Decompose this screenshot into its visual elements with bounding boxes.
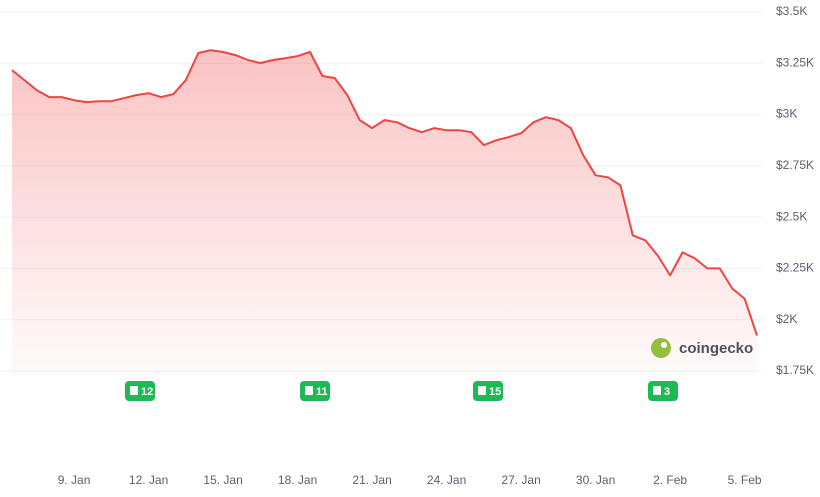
y-tick-label: $3.25K	[776, 55, 814, 69]
x-tick-label: 24. Jan	[427, 473, 466, 487]
y-tick-label: $1.75K	[776, 363, 814, 377]
x-tick-label: 12. Jan	[129, 473, 168, 487]
badge-count: 12	[141, 386, 153, 398]
x-tick-label: 30. Jan	[576, 473, 615, 487]
x-tick-label: 18. Jan	[278, 473, 317, 487]
news-badge: 12	[125, 381, 155, 401]
x-tick-label: 2. Feb	[653, 473, 687, 487]
x-tick-label: 9. Jan	[58, 473, 91, 487]
x-tick-label: 5. Feb	[728, 473, 762, 487]
news-badge: 15	[473, 381, 503, 401]
x-tick-label: 15. Jan	[203, 473, 242, 487]
y-tick-label: $2.5K	[776, 209, 807, 223]
badge-icon	[478, 386, 486, 395]
y-tick-label: $2.75K	[776, 158, 814, 172]
badge-icon	[305, 386, 313, 395]
price-line	[11, 49, 758, 336]
news-badge: 3	[648, 381, 678, 401]
badge-icon	[130, 386, 138, 395]
badge-count: 3	[664, 386, 670, 398]
y-tick-label: $2.25K	[776, 261, 814, 275]
badge-count: 15	[489, 386, 501, 398]
y-tick-label: $3K	[776, 107, 797, 121]
badge-count: 11	[316, 386, 328, 398]
badge-icon	[653, 386, 661, 395]
area	[12, 50, 757, 376]
badge-bg	[648, 381, 678, 401]
x-tick-label: 21. Jan	[352, 473, 391, 487]
news-badge: 11	[300, 381, 330, 401]
x-tick-label: 27. Jan	[501, 473, 540, 487]
y-tick-label: $2K	[776, 312, 797, 326]
y-tick-label: $3.5K	[776, 4, 807, 18]
